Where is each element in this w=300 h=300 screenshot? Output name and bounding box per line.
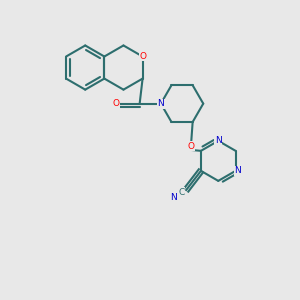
Text: O: O (188, 142, 195, 151)
Text: N: N (215, 136, 222, 145)
Text: N: N (235, 167, 241, 176)
Text: C: C (179, 188, 185, 197)
Text: O: O (112, 99, 120, 108)
Text: N: N (170, 194, 177, 202)
Text: O: O (139, 52, 146, 61)
Text: N: N (158, 99, 164, 108)
